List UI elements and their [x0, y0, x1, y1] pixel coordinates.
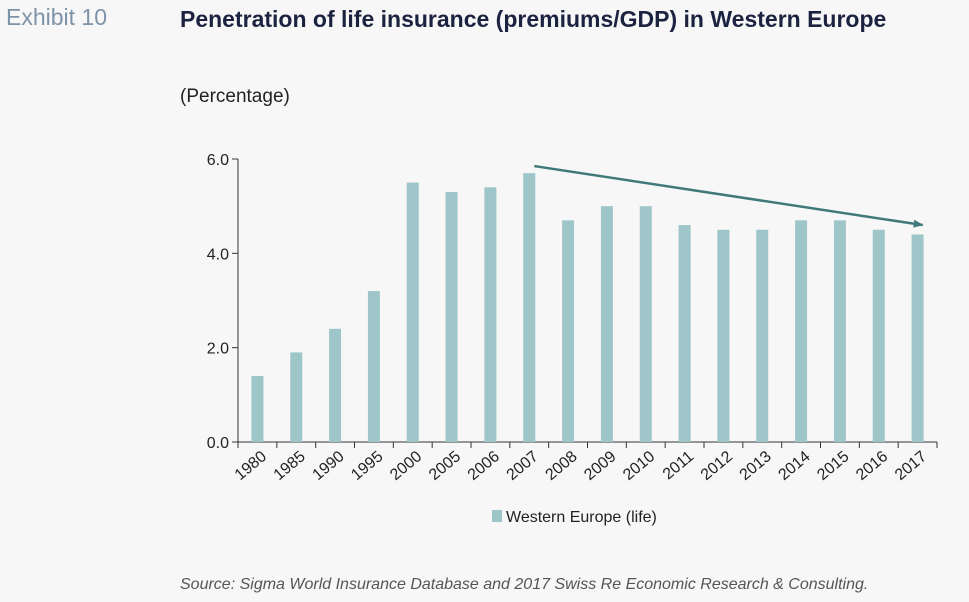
y-tick-labels: 0.0 2.0 4.0 6.0 — [207, 152, 229, 452]
bar-2012 — [717, 229, 730, 442]
bar-2007 — [523, 173, 536, 442]
y-tick-label: 0.0 — [207, 435, 229, 452]
x-tick-label: 2011 — [660, 448, 697, 483]
bar-1980 — [251, 375, 264, 442]
trend-arrow — [534, 164, 924, 228]
bar-1990 — [329, 328, 342, 442]
chart-title: Penetration of life insurance (premiums/… — [180, 6, 887, 32]
x-tick-label: 2016 — [853, 448, 891, 484]
x-tick-labels: 1980 1985 1990 1995 2000 2005 2006 2007 2008 2009… — [232, 448, 930, 484]
bar-2005 — [445, 192, 458, 442]
bar-2010 — [639, 206, 652, 442]
x-tick-label: 1995 — [348, 448, 386, 484]
legend-label: Western Europe (life) — [506, 509, 657, 526]
bar-2017 — [911, 234, 924, 442]
chart-legend: Western Europe (life) — [492, 509, 657, 526]
x-tick-label: 2013 — [737, 448, 775, 484]
bar-2015 — [833, 220, 846, 442]
x-tick-label: 2009 — [581, 448, 619, 484]
legend-swatch — [492, 510, 502, 522]
bar-2013 — [756, 229, 769, 442]
x-tick-label: 2005 — [426, 448, 464, 484]
bar-1985 — [290, 352, 303, 442]
x-tick-label: 1985 — [271, 448, 309, 484]
y-tick-label: 4.0 — [207, 246, 229, 263]
x-tick-label: 2006 — [465, 448, 503, 484]
x-tick-label: 2015 — [814, 448, 852, 484]
exhibit-label: Exhibit 10 — [6, 4, 108, 30]
y-tick-label: 2.0 — [207, 341, 229, 358]
bar-1995 — [367, 291, 380, 442]
x-tick-label: 2012 — [698, 448, 736, 484]
bar-2011 — [678, 225, 691, 442]
trend-annotation — [534, 164, 924, 228]
bar-2014 — [795, 220, 808, 442]
x-tick-label: 2014 — [775, 448, 813, 484]
x-tick-label: 1990 — [309, 448, 347, 484]
chart-subtitle: (Percentage) — [180, 86, 290, 107]
bar-2000 — [406, 182, 419, 443]
bar-2016 — [872, 229, 885, 442]
chart-axes — [232, 158, 938, 448]
bar-2009 — [600, 206, 613, 442]
source-note: Source: Sigma World Insurance Database a… — [180, 576, 869, 593]
x-tick-label: 2007 — [504, 448, 542, 484]
chart-bars — [251, 173, 924, 443]
y-tick-label: 6.0 — [207, 152, 229, 169]
bar-2006 — [484, 187, 497, 442]
x-tick-label: 1980 — [232, 448, 270, 484]
x-tick-label: 2008 — [542, 448, 580, 484]
bar-2008 — [562, 220, 575, 442]
x-tick-label: 2010 — [620, 448, 658, 484]
x-tick-label: 2017 — [892, 448, 930, 484]
x-tick-label: 2000 — [387, 448, 425, 484]
